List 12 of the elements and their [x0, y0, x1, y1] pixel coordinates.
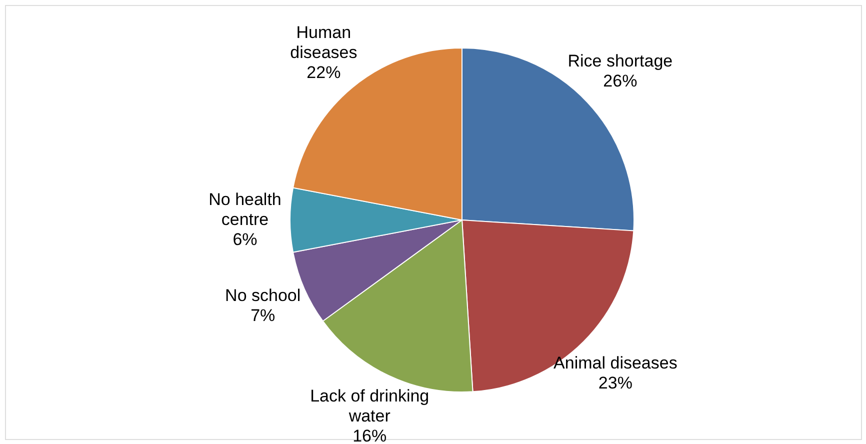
category-label: Human diseases: [290, 22, 358, 62]
data-label: 16%: [352, 426, 387, 444]
category-label: No health centre: [208, 190, 282, 229]
data-label: 23%: [598, 373, 632, 392]
slice-label: Rice shortage: [568, 51, 673, 70]
slice-label: No school: [225, 286, 301, 306]
data-label: 6%: [232, 230, 258, 249]
category-label: Lack of drinking water: [310, 386, 430, 426]
slice-label: Animal diseases: [554, 353, 678, 372]
data-label: 22%: [306, 62, 341, 82]
data-label: 7%: [250, 306, 276, 326]
data-label: 26%: [603, 71, 638, 90]
